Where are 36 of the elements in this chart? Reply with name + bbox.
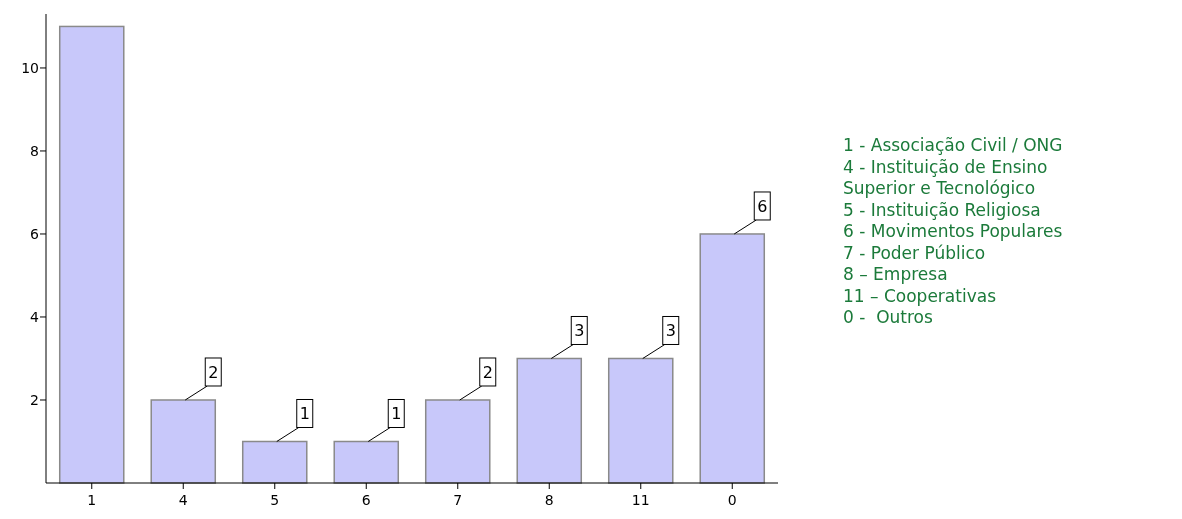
bar xyxy=(333,440,400,484)
bar xyxy=(424,399,491,484)
text: 1 - Associação Civil / ONG xyxy=(843,135,1063,155)
data-label: 2 xyxy=(482,362,493,382)
x-tick-label: 1 xyxy=(87,492,97,508)
y-tick-label: 8 xyxy=(30,142,39,159)
x-tick-label: 6 xyxy=(361,492,371,508)
data-label: 1 xyxy=(391,404,402,424)
data-label: 1 xyxy=(299,404,310,424)
text: 6 - Movimentos Populares xyxy=(843,221,1063,241)
data-label: 3 xyxy=(574,321,585,341)
bar xyxy=(699,233,766,484)
bar xyxy=(58,25,125,484)
x-tick-label: 5 xyxy=(270,492,280,508)
bar xyxy=(607,357,674,484)
text: 4 - Instituição de Ensino Superior e Tecnológico xyxy=(843,156,1048,198)
y-tick-label: 4 xyxy=(30,308,40,325)
x-tick-label: 4 xyxy=(178,492,188,508)
bar xyxy=(516,357,583,484)
y-tick-label: 10 xyxy=(21,59,39,76)
bar xyxy=(150,399,217,484)
x-tick-label: 11 xyxy=(631,492,650,508)
text: 8 – Empresa xyxy=(843,264,948,284)
x-tick-label: 8 xyxy=(544,492,554,508)
y-tick-label: 2 xyxy=(30,391,39,408)
data-label: 2 xyxy=(208,362,219,382)
text: 5 - Instituição Religiosa xyxy=(843,199,1041,220)
x-tick-label: 0 xyxy=(727,492,737,508)
x-tick-label: 7 xyxy=(453,492,463,508)
data-label: 3 xyxy=(665,321,676,341)
text: 0 - Outros xyxy=(843,307,933,327)
y-tick-label: 6 xyxy=(30,225,40,242)
bar xyxy=(241,440,308,484)
text: 11 – Cooperativas xyxy=(843,285,997,306)
data-label: 6 xyxy=(757,196,768,216)
text: 7 - Poder Público xyxy=(843,242,986,263)
